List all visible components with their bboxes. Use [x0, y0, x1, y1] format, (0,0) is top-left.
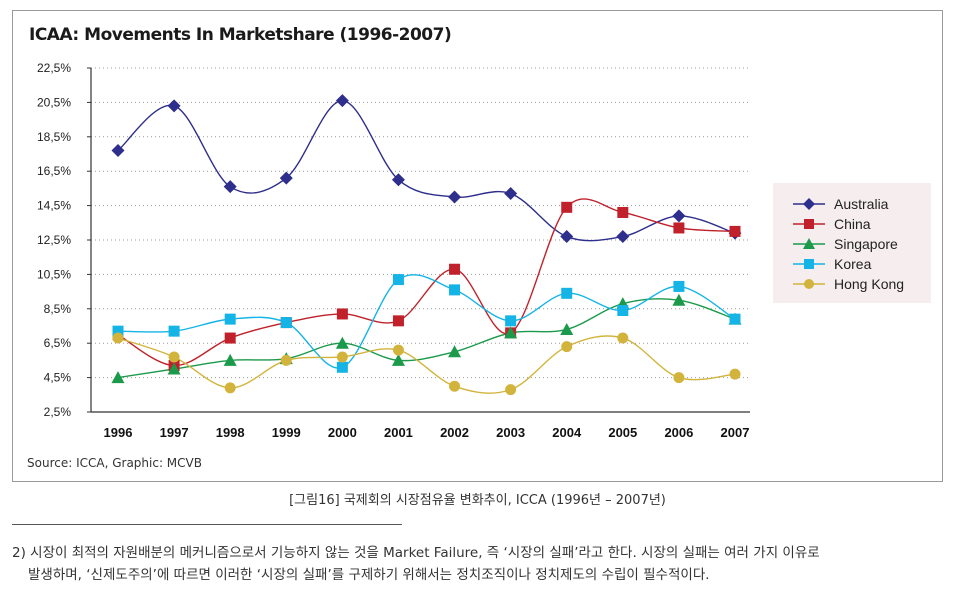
- data-point-korea: [280, 317, 292, 329]
- data-point-australia: [504, 187, 518, 201]
- data-point-china: [673, 222, 685, 234]
- x-tick-label: 1996: [104, 425, 133, 440]
- data-point-australia: [616, 230, 630, 244]
- data-point-korea: [112, 325, 124, 337]
- y-tick-label: 4,5%: [44, 371, 72, 385]
- data-point-singapore: [448, 345, 462, 358]
- series-line-korea: [117, 274, 736, 369]
- data-point-korea: [168, 325, 180, 337]
- figure-caption: [그림16] 국제회의 시장점유율 변화추이, ICCA (1996년 – 20…: [289, 493, 666, 508]
- data-point-hong-kong: [280, 354, 292, 366]
- footnote-divider: [12, 524, 402, 525]
- marketshare-line-chart: 2,5% 4,5% 6,5% 8,5% 10,5% 12,5% 14,5% 16,5% 18,5…: [37, 61, 931, 440]
- data-point-korea: [336, 361, 348, 373]
- y-tick-label: 10,5%: [37, 267, 71, 281]
- data-point-singapore: [391, 353, 405, 366]
- data-point-china: [449, 263, 461, 275]
- y-tick-label: 14,5%: [37, 199, 71, 213]
- chart-title: ICAA: Movements In Marketshare (1996-200…: [29, 25, 452, 45]
- data-point-hong-kong: [561, 341, 573, 353]
- data-point-china: [617, 206, 629, 218]
- y-tick-label: 16,5%: [37, 164, 71, 178]
- legend-marker-australia: [803, 198, 815, 210]
- series-line-hong-kong: [117, 335, 736, 394]
- data-point-korea: [673, 280, 685, 292]
- data-point-hong-kong: [168, 351, 180, 363]
- data-point-australia: [167, 99, 181, 113]
- legend-box: [773, 183, 931, 303]
- data-point-australia: [111, 144, 125, 158]
- data-point-singapore: [167, 362, 181, 375]
- x-tick-label: 2006: [664, 425, 693, 440]
- data-point-china: [392, 315, 404, 327]
- footnote-line-2: 발생하며, ‘신제도주의’에 따르면 이러한 ‘시장의 실패’를 구제하기 위해…: [28, 567, 710, 583]
- series-line-china: [117, 198, 736, 367]
- y-tick-label: 12,5%: [37, 233, 71, 247]
- x-tick-label: 2005: [608, 425, 637, 440]
- series-line-singapore: [117, 298, 736, 379]
- legend-marker-korea: [804, 259, 814, 269]
- data-point-hong-kong: [505, 384, 517, 396]
- legend-marker-china: [804, 219, 814, 229]
- data-point-china: [336, 308, 348, 320]
- y-tick-label: 22,5%: [37, 61, 71, 75]
- data-point-china: [561, 201, 573, 213]
- data-point-australia: [560, 230, 574, 244]
- x-tick-label: 2002: [440, 425, 469, 440]
- footnote-line-1: 2) 시장이 최적의 자원배분의 메커니즘으로서 기능하지 않는 것을 Mark…: [12, 545, 820, 561]
- data-point-hong-kong: [392, 344, 404, 356]
- x-tick-label: 2004: [552, 425, 582, 440]
- footnote: 2) 시장이 최적의 자원배분의 메커니즘으로서 기능하지 않는 것을 Mark…: [12, 542, 947, 586]
- data-point-hong-kong: [112, 332, 124, 344]
- y-tick-label: 2,5%: [44, 405, 72, 419]
- x-tick-label: 2000: [328, 425, 357, 440]
- data-point-hong-kong: [729, 368, 741, 380]
- legend-marker-singapore: [803, 238, 815, 249]
- data-point-hong-kong: [617, 332, 629, 344]
- data-point-korea: [617, 305, 629, 317]
- legend-label-singapore: Singapore: [834, 236, 898, 252]
- data-point-australia: [391, 173, 405, 187]
- data-point-china: [729, 225, 741, 237]
- data-point-singapore: [111, 371, 125, 384]
- data-point-china: [224, 332, 236, 344]
- y-tick-label: 20,5%: [37, 95, 71, 109]
- data-point-australia: [448, 190, 462, 204]
- legend-marker-hong-kong: [804, 279, 814, 289]
- x-tick-label: 2007: [721, 425, 750, 440]
- legend-label-australia: Australia: [834, 196, 889, 212]
- data-point-australia: [279, 171, 293, 185]
- data-point-australia: [672, 209, 686, 223]
- data-point-hong-kong: [673, 372, 685, 384]
- data-point-korea: [392, 274, 404, 286]
- data-point-korea: [449, 284, 461, 296]
- data-point-australia: [335, 94, 349, 108]
- x-tick-label: 1998: [216, 425, 245, 440]
- data-point-korea: [729, 313, 741, 325]
- data-point-korea: [561, 287, 573, 299]
- x-tick-label: 1999: [272, 425, 301, 440]
- y-tick-label: 18,5%: [37, 130, 71, 144]
- data-point-korea: [224, 313, 236, 325]
- data-point-singapore: [504, 326, 518, 339]
- data-point-australia: [223, 180, 237, 194]
- legend-label-korea: Korea: [834, 256, 872, 272]
- data-point-korea: [505, 315, 517, 327]
- data-point-hong-kong: [336, 351, 348, 363]
- legend-label-hong-kong: Hong Kong: [834, 276, 904, 292]
- legend-label-china: China: [834, 216, 871, 232]
- series-line-australia: [117, 99, 736, 242]
- data-point-singapore: [335, 336, 349, 349]
- y-tick-label: 6,5%: [44, 336, 72, 350]
- data-point-singapore: [560, 322, 574, 335]
- data-point-singapore: [672, 293, 686, 306]
- y-tick-label: 8,5%: [44, 302, 72, 316]
- data-point-hong-kong: [449, 380, 461, 392]
- x-tick-label: 2003: [496, 425, 525, 440]
- data-point-singapore: [223, 353, 237, 366]
- x-tick-label: 2001: [384, 425, 413, 440]
- chart-source: Source: ICCA, Graphic: MCVB: [27, 456, 202, 470]
- x-tick-label: 1997: [160, 425, 189, 440]
- data-point-hong-kong: [224, 382, 236, 394]
